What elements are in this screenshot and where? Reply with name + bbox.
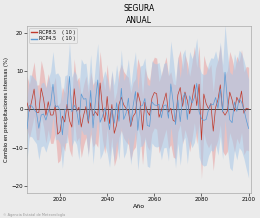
Title: SEGURA
ANUAL: SEGURA ANUAL bbox=[124, 4, 155, 25]
Text: © Agencia Estatal de Meteorología: © Agencia Estatal de Meteorología bbox=[3, 213, 65, 217]
X-axis label: Año: Año bbox=[133, 204, 145, 209]
Legend: RCP8.5    ( 10 ), RCP4.5    ( 10 ): RCP8.5 ( 10 ), RCP4.5 ( 10 ) bbox=[29, 28, 77, 43]
Y-axis label: Cambio en precipitaciones intensas (%): Cambio en precipitaciones intensas (%) bbox=[4, 57, 9, 162]
